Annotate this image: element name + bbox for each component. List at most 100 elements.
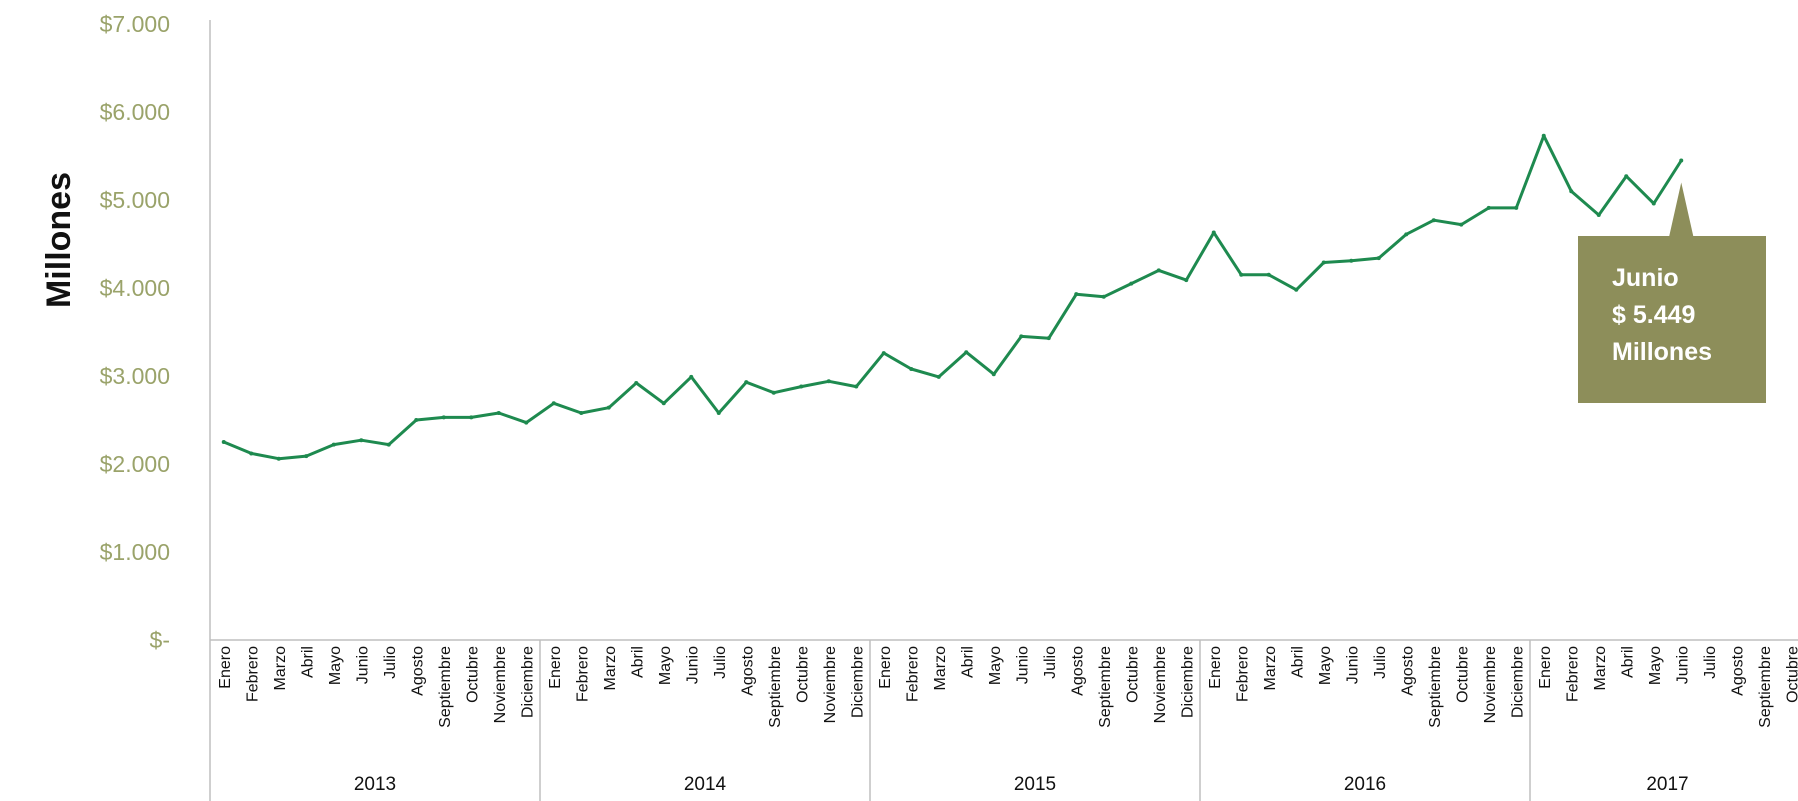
y-tick-label: $2.000 <box>100 451 170 477</box>
data-point <box>304 454 309 459</box>
month-tick-label: Enero <box>1537 646 1554 689</box>
data-point <box>579 410 584 415</box>
month-tick-label: Febrero <box>1564 646 1581 702</box>
month-tick-label: Noviembre <box>492 646 509 723</box>
data-point <box>1431 218 1436 223</box>
month-tick-label: Enero <box>1207 646 1224 689</box>
month-tick-label: Diciembre <box>1509 646 1526 718</box>
y-tick-label: $7.000 <box>100 11 170 37</box>
data-point <box>1679 158 1684 163</box>
month-tick-label: Junio <box>354 646 371 684</box>
data-point <box>1046 336 1051 341</box>
month-tick-label: Octubre <box>1784 646 1798 703</box>
data-point <box>964 350 969 355</box>
data-point <box>881 351 886 356</box>
data-point <box>276 456 281 461</box>
series-line <box>223 134 1683 461</box>
month-tick-label: Febrero <box>904 646 921 702</box>
data-point <box>1129 281 1134 286</box>
year-tick-label: 2017 <box>1646 774 1688 795</box>
data-point <box>1486 205 1491 210</box>
data-point <box>1459 222 1464 227</box>
month-tick-label: Octubre <box>464 646 481 703</box>
month-tick-label: Mayo <box>657 646 674 685</box>
data-point <box>524 420 529 425</box>
month-tick-label: Marzo <box>932 646 949 691</box>
month-tick-label: Septiembre <box>1757 646 1774 728</box>
data-point <box>689 374 694 379</box>
month-tick-label: Octubre <box>1454 646 1471 703</box>
month-tick-label: Mayo <box>1317 646 1334 685</box>
y-axis-title: Millones <box>40 172 78 308</box>
data-point <box>1624 174 1629 179</box>
data-point <box>716 410 721 415</box>
month-tick-label: Junio <box>1344 646 1361 684</box>
year-tick-label: 2013 <box>354 774 396 795</box>
month-tick-label: Julio <box>712 646 729 679</box>
month-tick-label: Julio <box>1372 646 1389 679</box>
month-tick-label: Diciembre <box>519 646 536 718</box>
month-tick-label: Agosto <box>409 646 426 696</box>
data-point <box>799 384 804 389</box>
data-point <box>1101 294 1106 299</box>
month-tick-label: Julio <box>1702 646 1719 679</box>
month-tick-label: Agosto <box>739 646 756 696</box>
data-point <box>854 384 859 389</box>
axes <box>209 20 1798 801</box>
month-tick-label: Febrero <box>1234 646 1251 702</box>
y-tick-label: $4.000 <box>100 275 170 301</box>
year-tick-label: 2016 <box>1344 774 1386 795</box>
callout-text-line: Millones <box>1612 338 1712 366</box>
data-point <box>1019 334 1024 339</box>
data-point <box>359 438 364 443</box>
data-point <box>551 401 556 406</box>
data-point <box>1596 212 1601 217</box>
month-tick-label: Marzo <box>272 646 289 691</box>
data-point <box>441 415 446 420</box>
data-point <box>826 379 831 384</box>
month-tick-label: Julio <box>382 646 399 679</box>
month-tick-label: Febrero <box>574 646 591 702</box>
data-point <box>909 366 914 371</box>
data-point <box>936 374 941 379</box>
month-tick-label: Marzo <box>1262 646 1279 691</box>
month-tick-label: Mayo <box>987 646 1004 685</box>
month-tick-label: Agosto <box>1399 646 1416 696</box>
month-tick-label: Mayo <box>327 646 344 685</box>
month-tick-label: Abril <box>629 646 646 678</box>
data-point <box>1376 256 1381 261</box>
data-point <box>331 442 336 447</box>
month-tick-label: Agosto <box>1069 646 1086 696</box>
year-tick-label: 2015 <box>1014 774 1056 795</box>
month-tick-label: Enero <box>547 646 564 689</box>
callout-text-line: $ 5.449 <box>1612 301 1695 329</box>
data-point <box>744 380 749 385</box>
data-point <box>414 418 419 422</box>
y-tick-label: $5.000 <box>100 187 170 213</box>
month-tick-label: Noviembre <box>822 646 839 723</box>
month-tick-label: Enero <box>217 646 234 689</box>
month-tick-label: Agosto <box>1729 646 1746 696</box>
month-tick-label: Abril <box>1619 646 1636 678</box>
month-tick-label: Mayo <box>1647 646 1664 685</box>
data-point <box>606 405 611 410</box>
data-point <box>1266 272 1271 277</box>
month-tick-label: Enero <box>877 646 894 689</box>
month-tick-label: Abril <box>1289 646 1306 678</box>
data-point <box>1211 230 1216 235</box>
x-tick-labels: Enero Febrero Marzo Abril Mayo Junio Julio Agos… <box>217 646 1798 795</box>
series-layer <box>221 133 1684 461</box>
data-point <box>1404 232 1409 237</box>
data-point <box>1651 201 1656 206</box>
month-tick-label: Junio <box>1014 646 1031 684</box>
month-tick-label: Febrero <box>244 646 261 702</box>
data-point <box>1541 133 1546 138</box>
month-tick-label: Noviembre <box>1152 646 1169 723</box>
y-tick-label: $3.000 <box>100 363 170 389</box>
data-point <box>1074 292 1079 297</box>
y-tick-label: $- <box>150 627 170 653</box>
month-tick-label: Noviembre <box>1482 646 1499 723</box>
month-tick-label: Diciembre <box>849 646 866 718</box>
